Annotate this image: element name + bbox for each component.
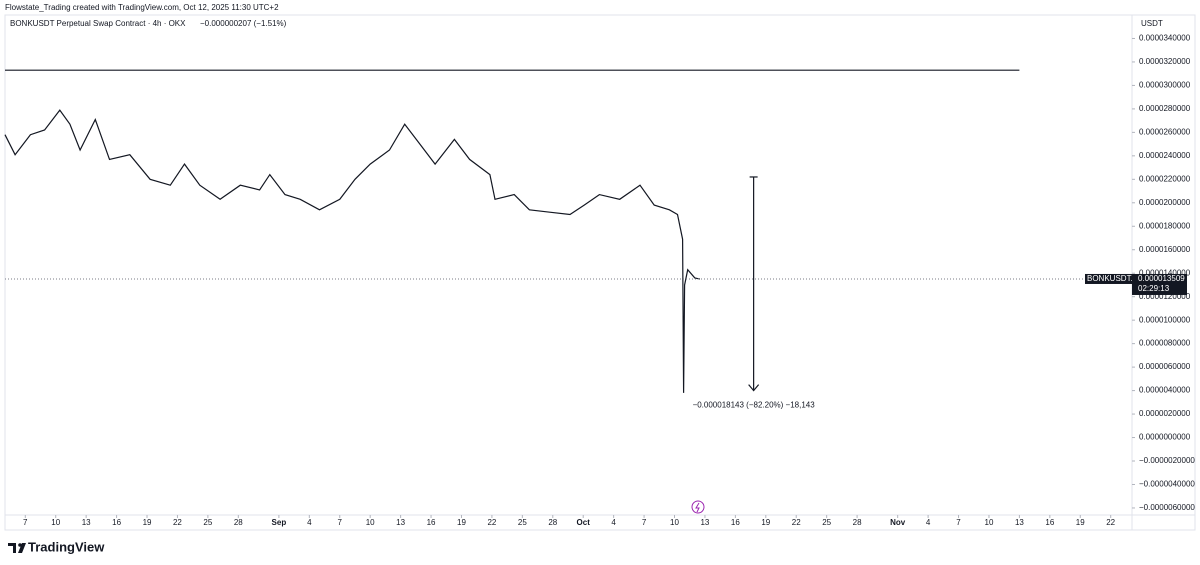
y-tick-label: 0.0000220000: [1139, 174, 1191, 183]
x-tick-label: 13: [82, 518, 91, 527]
y-tick-label: 0.0000160000: [1139, 245, 1191, 254]
y-tick-label: 0.0000000000: [1139, 433, 1191, 442]
y-tick-label: 0.0000200000: [1139, 198, 1191, 207]
y-tick-label: −0.0000060000: [1139, 503, 1195, 512]
x-tick-label: 10: [670, 518, 679, 527]
price-label: 0.000013509: [1138, 274, 1185, 283]
y-tick-label: −0.0000040000: [1139, 480, 1195, 489]
x-tick-label: 19: [457, 518, 466, 527]
symbol-tag: [1085, 273, 1132, 284]
y-tick-label: 0.0000260000: [1139, 127, 1191, 136]
y-tick-label: 0.0000120000: [1139, 292, 1191, 301]
logo-text: TradingView: [28, 539, 105, 554]
x-tick-label: 22: [487, 518, 496, 527]
y-tick-label: 0.0000320000: [1139, 57, 1191, 66]
price-line: [4, 109, 701, 393]
x-tick-label: 22: [173, 518, 182, 527]
x-tick-label: 28: [853, 518, 862, 527]
x-tick-label: 7: [338, 518, 343, 527]
measure-arrow: [748, 384, 760, 392]
y-tick-label: 0.0000080000: [1139, 339, 1191, 348]
y-axis-label: USDT: [1141, 19, 1163, 28]
x-tick-label: 22: [792, 518, 801, 527]
y-tick-label: 0.0000180000: [1139, 221, 1191, 230]
y-tick-label: 0.0000040000: [1139, 386, 1191, 395]
y-tick-label: 0.0000340000: [1139, 34, 1191, 43]
x-tick-label: 28: [234, 518, 243, 527]
x-tick-label: 16: [731, 518, 740, 527]
x-tick-label: 4: [611, 518, 616, 527]
credit: Flowstate_Trading created with TradingVi…: [5, 3, 279, 12]
x-tick-label: 13: [1015, 518, 1024, 527]
x-tick-label: Sep: [272, 518, 287, 527]
x-tick-label: 13: [396, 518, 405, 527]
x-tick-label: 4: [926, 518, 931, 527]
x-tick-label: 19: [1076, 518, 1085, 527]
x-tick-label: 7: [642, 518, 647, 527]
x-tick-label: 7: [956, 518, 961, 527]
x-tick-label: 7: [23, 518, 28, 527]
x-tick-label: 25: [203, 518, 212, 527]
flash-icon[interactable]: [691, 500, 705, 514]
countdown-label: 02:29:13: [1138, 284, 1170, 293]
y-tick-label: 0.0000140000: [1139, 268, 1191, 277]
x-tick-label: Oct: [577, 518, 591, 527]
x-tick-label: 19: [143, 518, 152, 527]
x-tick-label: 28: [548, 518, 557, 527]
x-tick-label: 10: [985, 518, 994, 527]
x-tick-label: 25: [518, 518, 527, 527]
symbol-label: BONKUSDT.P: [1087, 274, 1138, 283]
tradingview-logo[interactable]: TradingView: [8, 539, 105, 554]
y-tick-label: 0.0000240000: [1139, 151, 1191, 160]
y-tick-label: 0.0000020000: [1139, 409, 1191, 418]
x-tick-label: 10: [51, 518, 60, 527]
y-tick-label: 0.0000300000: [1139, 81, 1191, 90]
y-tick-label: 0.0000060000: [1139, 362, 1191, 371]
chart-frame: [4, 14, 1196, 531]
x-tick-label: 16: [112, 518, 121, 527]
x-tick-label: Nov: [890, 518, 906, 527]
x-tick-label: 25: [822, 518, 831, 527]
x-tick-label: 19: [761, 518, 770, 527]
y-tick-label: 0.0000280000: [1139, 104, 1191, 113]
x-tick-label: 16: [1045, 518, 1054, 527]
x-tick-label: 10: [366, 518, 375, 527]
chart-subtitle: −0.000000207 (−1.51%): [200, 19, 287, 28]
chart-title: BONKUSDT Perpetual Swap Contract · 4h · …: [10, 19, 186, 28]
y-tick-label: 0.0000100000: [1139, 315, 1191, 324]
x-tick-label: 16: [427, 518, 436, 527]
x-tick-label: 13: [700, 518, 709, 527]
measure-label: −0.000018143 (−82.20%) −18,143: [693, 401, 816, 410]
y-tick-label: −0.0000020000: [1139, 456, 1195, 465]
price-tag: [1132, 273, 1187, 295]
x-tick-label: 4: [307, 518, 312, 527]
x-tick-label: 22: [1106, 518, 1115, 527]
